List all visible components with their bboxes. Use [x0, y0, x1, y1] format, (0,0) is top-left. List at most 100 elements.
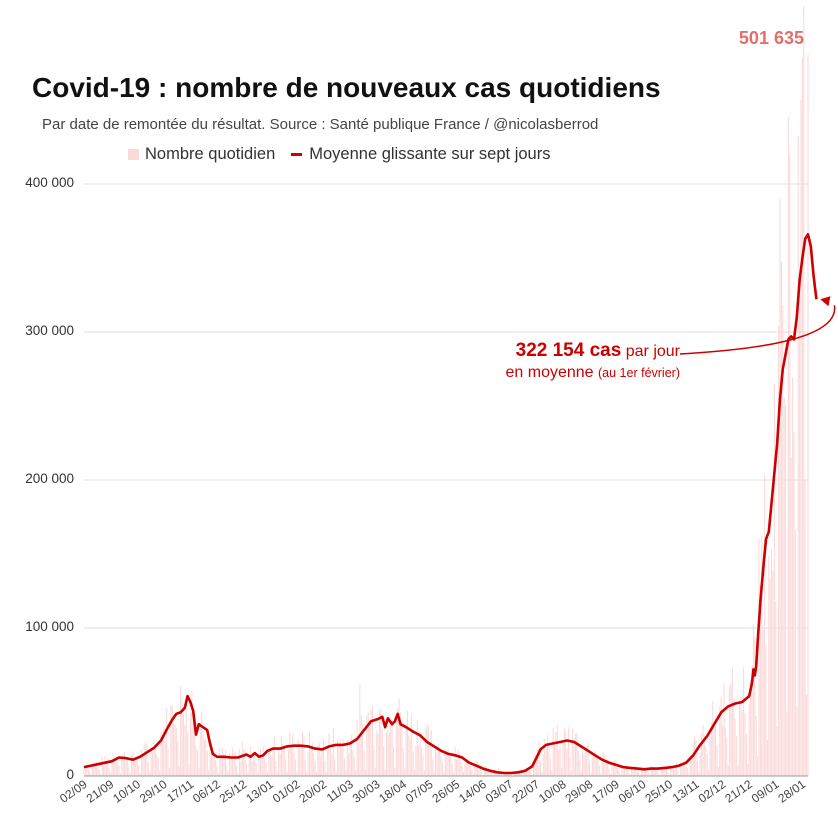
daily-bar [171, 705, 173, 776]
daily-bar [467, 758, 469, 776]
daily-bar [154, 748, 156, 776]
x-tick-label: 29/10 [137, 777, 170, 806]
daily-bar [412, 751, 414, 776]
daily-bar [719, 706, 721, 776]
daily-bar [303, 734, 305, 776]
daily-bar [121, 755, 123, 776]
daily-bar [621, 764, 623, 776]
daily-bar [530, 771, 532, 776]
x-tick-label: 09/01 [749, 777, 782, 806]
daily-bar [532, 766, 535, 776]
daily-bar [448, 756, 451, 776]
daily-bar [350, 734, 352, 776]
daily-bar [799, 281, 801, 776]
daily-bar [558, 749, 560, 776]
daily-bar [745, 733, 747, 776]
daily-bar [377, 733, 379, 776]
daily-bar [797, 135, 799, 777]
daily-bar [240, 761, 242, 776]
daily-bar [257, 772, 259, 776]
daily-bar [575, 733, 577, 776]
x-tick-label: 25/12 [217, 777, 250, 806]
daily-bar [335, 771, 337, 776]
daily-bar [384, 768, 386, 776]
daily-bar [712, 700, 714, 776]
daily-bar [360, 715, 362, 776]
daily-bar [780, 261, 782, 777]
daily-bar [652, 766, 654, 776]
y-tick-label: 200 000 [25, 471, 74, 486]
daily-bar [566, 748, 568, 776]
daily-bar [604, 754, 606, 776]
daily-bar [548, 744, 550, 776]
daily-bar [315, 771, 317, 776]
grid-lines [84, 183, 808, 629]
x-tick-label: 14/06 [456, 777, 489, 806]
daily-bar [258, 752, 260, 776]
daily-bar [264, 758, 266, 776]
daily-bar [290, 745, 292, 776]
daily-bar [666, 766, 668, 776]
daily-bar [369, 725, 371, 776]
daily-bar [479, 769, 481, 776]
daily-bar [282, 743, 284, 776]
daily-bar [405, 724, 407, 776]
daily-bar [645, 767, 647, 776]
daily-bar [391, 719, 393, 776]
daily-bar [160, 731, 162, 776]
daily-bar [378, 711, 381, 776]
daily-bar [601, 761, 603, 776]
daily-bar [96, 761, 98, 776]
daily-bar [94, 763, 96, 776]
x-tick-label: 10/10 [110, 777, 143, 806]
daily-bar [650, 765, 652, 776]
daily-bar [135, 757, 137, 776]
daily-bar [488, 768, 490, 776]
daily-bar [383, 746, 385, 776]
daily-bar [327, 744, 329, 776]
daily-bar [776, 726, 778, 776]
x-tick-label: 02/12 [696, 777, 729, 806]
daily-bar [696, 761, 698, 776]
daily-bar [215, 759, 217, 776]
daily-bar [180, 685, 182, 776]
daily-bar [654, 767, 656, 776]
daily-bar [518, 772, 521, 776]
daily-bar [443, 772, 445, 776]
daily-bar [426, 724, 428, 776]
daily-bar [731, 668, 733, 776]
daily-bar [413, 769, 416, 776]
daily-bar [266, 772, 268, 776]
daily-bar [352, 749, 354, 776]
daily-bar [583, 753, 585, 776]
daily-bar [331, 753, 333, 776]
daily-bar [334, 759, 336, 776]
daily-bar [674, 767, 676, 776]
daily-bar [161, 734, 163, 776]
daily-bar [577, 750, 579, 776]
x-tick-label: 18/04 [376, 777, 409, 806]
daily-bar [112, 757, 114, 776]
daily-bar [275, 760, 277, 776]
daily-bar [573, 738, 575, 776]
daily-bar [188, 764, 190, 776]
daily-bar [418, 745, 420, 776]
daily-bar [576, 733, 578, 776]
daily-bar [461, 765, 463, 776]
daily-bar [486, 770, 488, 776]
daily-bar [691, 754, 693, 776]
daily-bar [580, 771, 582, 776]
daily-bar [748, 702, 750, 776]
daily-bar [216, 765, 218, 776]
daily-bar [759, 585, 761, 776]
daily-bar [243, 750, 245, 776]
annotation-note: (au 1er février) [598, 366, 680, 380]
daily-bar [596, 758, 598, 776]
daily-bar [317, 744, 319, 776]
daily-bar [91, 765, 93, 776]
daily-bar [128, 766, 130, 776]
daily-bar [401, 720, 403, 776]
daily-bar [259, 748, 261, 776]
daily-bar [765, 645, 767, 776]
daily-bar [251, 761, 253, 776]
